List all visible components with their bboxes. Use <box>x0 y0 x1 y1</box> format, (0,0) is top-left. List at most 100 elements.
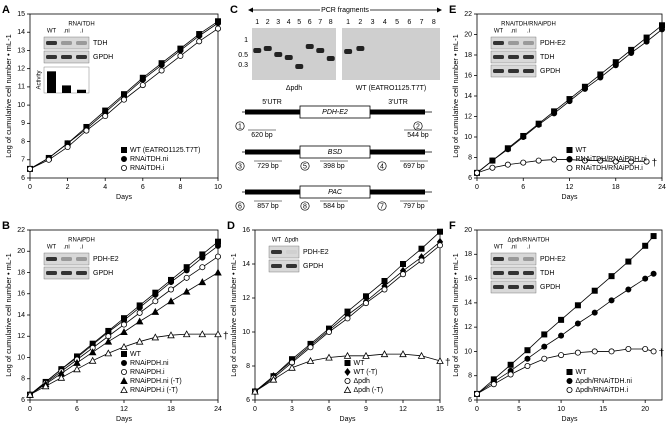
marker <box>541 343 548 350</box>
legend-marker <box>566 155 573 162</box>
utr <box>370 149 425 155</box>
marker <box>489 157 496 164</box>
inset-row: TDH <box>93 40 107 47</box>
marker <box>535 121 542 128</box>
marker <box>574 320 581 327</box>
marker <box>650 270 657 277</box>
gel-band <box>356 46 365 51</box>
chart-panel: F 0 5 10 15 20 6 8 10 12 14 16 18 20 Days Log of cumula… <box>449 220 664 423</box>
fragment-size: 857 bp <box>257 203 279 210</box>
marker <box>399 271 406 278</box>
primer-circle <box>300 161 310 171</box>
blot-band <box>493 271 504 275</box>
x-tick-label: 3 <box>290 406 294 413</box>
blot-strip <box>268 245 300 259</box>
x-tick-label: 0 <box>475 406 479 413</box>
marker <box>362 300 369 307</box>
marker <box>504 161 511 168</box>
marker <box>152 291 159 298</box>
marker <box>399 350 407 358</box>
marker <box>104 337 113 345</box>
marker <box>167 279 174 286</box>
marker <box>628 49 635 56</box>
blot-band <box>493 285 504 289</box>
panel-label: C <box>230 4 238 16</box>
marker <box>524 362 531 369</box>
y-tick-label: 18 <box>17 269 25 276</box>
marker <box>574 302 581 309</box>
legend-label: RNAiTDH/RNAiPDH.i <box>576 165 644 172</box>
marker <box>198 278 207 286</box>
y-tick-label: 12 <box>464 324 472 331</box>
marker <box>57 373 66 381</box>
panel-label: A <box>2 4 10 16</box>
marker <box>612 158 619 165</box>
gene-box <box>299 105 371 119</box>
dagger: † <box>223 331 229 342</box>
marker <box>380 350 389 358</box>
blot-band <box>61 41 72 45</box>
marker <box>642 242 649 249</box>
activity-label: Activity <box>37 70 43 89</box>
blot-band <box>523 55 534 59</box>
marker <box>591 309 598 316</box>
y-tick-label: 12 <box>242 295 250 302</box>
x-tick-label: 6 <box>141 184 145 191</box>
blot-band <box>61 271 72 275</box>
marker <box>182 330 191 338</box>
marker <box>198 330 207 338</box>
fragment-size: 697 bp <box>403 163 425 170</box>
legend-label: RNAiPDH.i <box>130 369 165 376</box>
y-tick-label: 10 <box>464 348 472 355</box>
y-tick-label: 16 <box>17 291 25 298</box>
marker <box>102 113 109 120</box>
inset-column: .i <box>527 245 530 251</box>
gel-band <box>263 46 272 51</box>
marker <box>196 38 203 45</box>
marker <box>650 348 657 355</box>
blot-band <box>61 55 72 59</box>
blot-band <box>523 41 534 45</box>
primer-circle <box>377 161 387 171</box>
gel-label: WT (EATRO1125.T7T) <box>356 85 426 92</box>
gene-label: PAC <box>328 189 343 196</box>
marker <box>214 25 221 32</box>
y-tick-label: 20 <box>464 31 472 38</box>
dagger: † <box>445 358 451 369</box>
marker <box>507 371 514 378</box>
gel-band <box>305 44 314 49</box>
lane-label: 4 <box>287 19 291 26</box>
marker <box>251 387 259 395</box>
marker <box>83 127 90 134</box>
x-tick-label: 12 <box>566 184 574 191</box>
plot-frame <box>254 229 441 401</box>
lane-label: 6 <box>308 19 312 26</box>
y-tick-label: 10 <box>17 102 25 109</box>
marker <box>551 110 558 117</box>
marker <box>490 381 497 388</box>
marker <box>214 242 221 249</box>
x-tick-label: 10 <box>557 406 565 413</box>
legend-label: RNAiPDH.ni (-T) <box>130 378 182 385</box>
y-tick-label: 14 <box>17 312 25 319</box>
panel-label: F <box>449 220 456 232</box>
y-axis-label: Log of cumulative cell number • mL-1 <box>4 253 13 377</box>
y-tick-label: 15 <box>17 11 25 18</box>
x-axis-label: Days <box>340 416 356 423</box>
legend-marker <box>344 359 351 366</box>
y-tick-label: 10 <box>242 329 250 336</box>
legend-marker <box>121 368 128 375</box>
y-axis-label: Log of cumulative cell number • mL-1 <box>229 253 238 377</box>
lane-label: 5 <box>297 19 301 26</box>
utr <box>245 189 300 195</box>
marker <box>139 82 146 89</box>
marker <box>581 85 588 92</box>
primer-number: 6 <box>238 203 242 210</box>
marker <box>26 165 33 172</box>
marker <box>418 245 425 252</box>
gel-label: Δpdh <box>286 85 302 92</box>
marker <box>473 169 480 176</box>
y-tick-label: 6 <box>21 175 25 182</box>
gel-image <box>252 28 336 80</box>
